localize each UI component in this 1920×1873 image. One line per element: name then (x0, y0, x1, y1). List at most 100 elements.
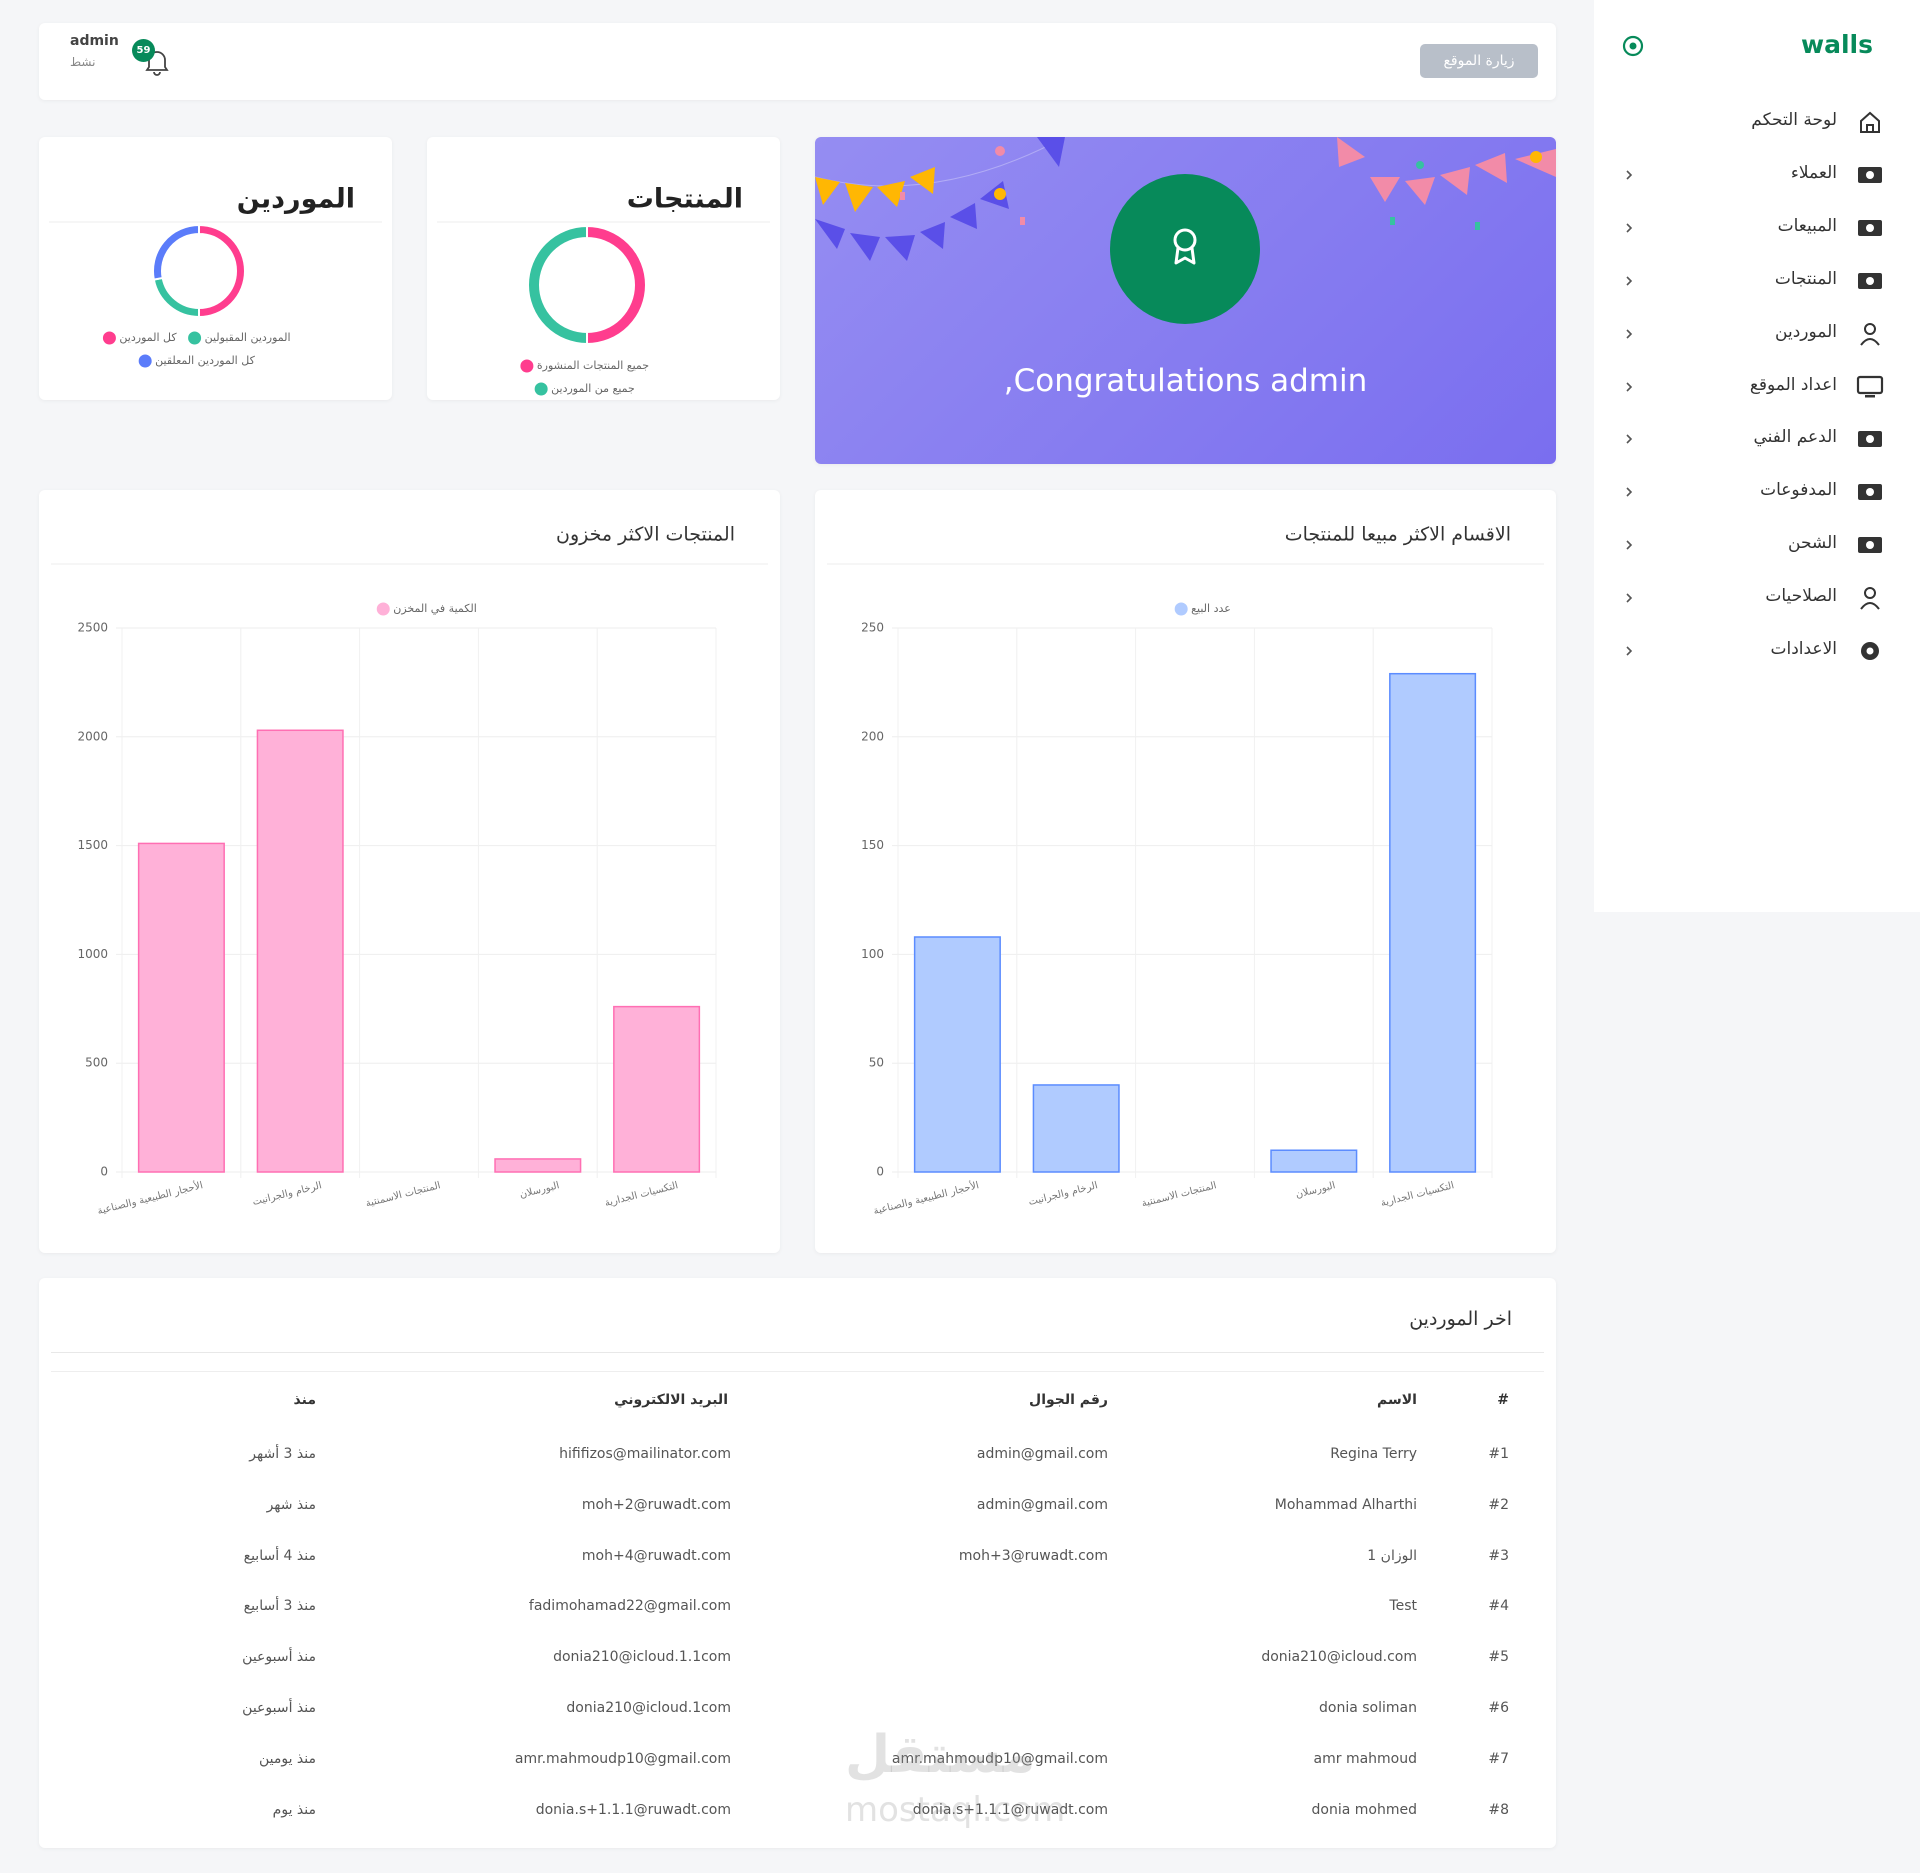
chevron (1626, 170, 1633, 180)
table-cell: #5 (1488, 1649, 1509, 1666)
legend-label: جميع من الموردين (551, 382, 635, 395)
chevron (1626, 223, 1633, 233)
bar (913, 936, 1001, 1173)
icon-shape (1860, 602, 1880, 610)
y-tick-label: 200 (861, 729, 884, 743)
menu-label[interactable]: المدفوعات (1760, 480, 1837, 501)
menu-label[interactable]: لوحة التحكم (1751, 110, 1837, 130)
y-tick-label: 2000 (77, 729, 108, 743)
chevron-shape (1626, 170, 1633, 180)
menu-icon (1856, 375, 1884, 397)
donut-segment (152, 276, 200, 319)
table-cell: منذ شهر (266, 1496, 316, 1513)
icon-shape (1866, 170, 1874, 179)
icon-shape (1866, 276, 1874, 285)
donut-segment (586, 224, 647, 346)
table-title: اخر الموردين (1409, 1308, 1512, 1330)
table-cell: #2 (1488, 1496, 1509, 1513)
menu-item[interactable]: المبيعات (1594, 208, 1920, 248)
sidebar-toggle[interactable] (1621, 34, 1645, 58)
menu-item[interactable]: المدفوعات (1594, 472, 1920, 512)
menu-label[interactable]: الموردين (1775, 321, 1837, 342)
decoration (815, 137, 1556, 324)
menu-item[interactable]: لوحة التحكم (1594, 102, 1920, 142)
table-cell: moh+2@ruwadt.com (581, 1496, 731, 1513)
legend-label: عدد البيع (1191, 602, 1231, 615)
menu-item[interactable]: العملاء (1594, 155, 1920, 195)
menu-item[interactable]: الدعم الفني (1594, 419, 1920, 459)
visit-site-button[interactable]: زيارة الموقع (1420, 44, 1538, 78)
legend-swatch (520, 359, 534, 373)
menu-label[interactable]: العملاء (1790, 162, 1837, 183)
table-header: رقم الجوال (1029, 1392, 1108, 1408)
y-tick-label: 50 (869, 1056, 884, 1070)
menu-item[interactable]: الصلاحيات (1594, 578, 1920, 618)
chevron-shape (1626, 329, 1633, 339)
menu-item[interactable]: الموردين (1594, 314, 1920, 354)
brand[interactable]: walls (1801, 30, 1873, 59)
table-cell: amr.mahmoudp10@gmail.com (514, 1750, 731, 1767)
bar (1270, 1149, 1358, 1173)
x-tick-label: الرخام والجرانيت (1027, 1180, 1099, 1208)
menu-item[interactable]: اعداد الموقع (1594, 367, 1920, 407)
chevron-shape (1626, 381, 1633, 392)
table-cell: #4 (1488, 1598, 1509, 1615)
welcome-card: Congratulations admin, (815, 137, 1556, 464)
table-cell: Regina Terry (1330, 1446, 1417, 1462)
card-title: المنتجات (627, 184, 743, 215)
chevron (1626, 646, 1633, 656)
table-cell: منذ 3 أشهر (249, 1446, 316, 1462)
table-cell: #3 (1488, 1547, 1509, 1564)
icon-shape (1866, 488, 1874, 497)
y-tick-label: 1000 (77, 947, 108, 961)
card-title: الاقسام الاكثر مبيعا للمنتجات (1285, 524, 1511, 546)
menu-label[interactable]: الدعم الفني (1753, 427, 1838, 448)
sidebar: walls لوحة التحكم العملاء المبيعات المنتجات… (1594, 0, 1920, 912)
x-tick-label: الأحجار الطبيعية والصناعية (872, 1178, 980, 1217)
menu-label[interactable]: الاعدادات (1770, 639, 1837, 659)
menu-item[interactable]: الشحن (1594, 525, 1920, 565)
menu-label[interactable]: المنتجات (1774, 268, 1837, 289)
table-cell: amr.mahmoudp10@gmail.com (891, 1750, 1108, 1767)
menu-icon (1858, 484, 1882, 501)
y-tick-label: 2500 (77, 621, 108, 635)
icon-shape (1864, 322, 1876, 335)
table-cell: الوزان 1 (1367, 1547, 1417, 1564)
chevron (1626, 487, 1633, 497)
table-header: منذ (293, 1392, 316, 1408)
x-tick-label: التكسيات الجدارية (1380, 1180, 1456, 1209)
menu-label[interactable]: الصلاحيات (1765, 586, 1837, 607)
menu-label[interactable]: المبيعات (1777, 215, 1837, 236)
menu-item[interactable]: الاعدادات (1594, 631, 1920, 671)
icon-shape (1866, 223, 1874, 232)
sales-chart: الاقسام الاكثر مبيعا للمنتجات 0 50 100 150 20… (827, 524, 1544, 1217)
icon-shape (1866, 435, 1874, 444)
menu-label[interactable]: الشحن (1788, 533, 1837, 554)
user-name[interactable]: admin (70, 33, 119, 49)
y-tick-label: 1500 (77, 838, 108, 852)
y-tick-label: 500 (85, 1056, 108, 1070)
icon-shape (1866, 541, 1874, 550)
bar (1389, 672, 1477, 1173)
y-tick-label: 250 (861, 621, 884, 635)
table-cell: fadimohamad22@gmail.com (528, 1598, 731, 1615)
menu-icon (1858, 219, 1882, 236)
menu-icon (1858, 431, 1882, 448)
icon-shape (1856, 375, 1884, 394)
icon-shape (1860, 337, 1880, 346)
table-cell: hififizos@mailinator.com (559, 1446, 731, 1462)
menu-label[interactable]: اعداد الموقع (1749, 374, 1837, 395)
icon-shape (1866, 647, 1874, 655)
table-cell: donia210@icloud.1com (566, 1700, 731, 1716)
chevron (1626, 381, 1633, 392)
watermark: mostaql.com (845, 1790, 1066, 1830)
x-tick-label: المنتجات الاسمنتية (365, 1180, 442, 1209)
chevron-shape (1626, 593, 1633, 603)
topbar: زيارة الموقع admin نشط 59 (39, 23, 1556, 100)
menu-item[interactable]: المنتجات (1594, 261, 1920, 301)
sales-card: الاقسام الاكثر مبيعا للمنتجات 0 50 100 150 20… (815, 490, 1556, 1253)
table-cell: donia.s+1.1.1@ruwadt.com (912, 1801, 1108, 1818)
chevron-shape (1626, 276, 1633, 286)
x-tick-label: الأحجار الطبيعية والصناعية (96, 1178, 204, 1217)
